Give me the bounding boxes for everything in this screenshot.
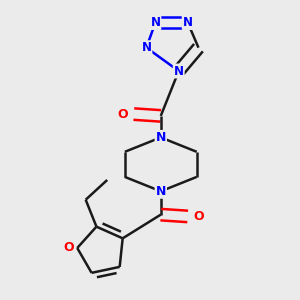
Text: N: N	[141, 41, 152, 54]
Text: N: N	[156, 185, 166, 198]
Text: N: N	[150, 16, 161, 29]
Text: N: N	[174, 64, 184, 77]
Text: O: O	[193, 210, 204, 223]
Text: O: O	[118, 108, 128, 121]
Text: O: O	[63, 242, 74, 254]
Text: N: N	[156, 131, 166, 144]
Text: N: N	[183, 16, 193, 29]
